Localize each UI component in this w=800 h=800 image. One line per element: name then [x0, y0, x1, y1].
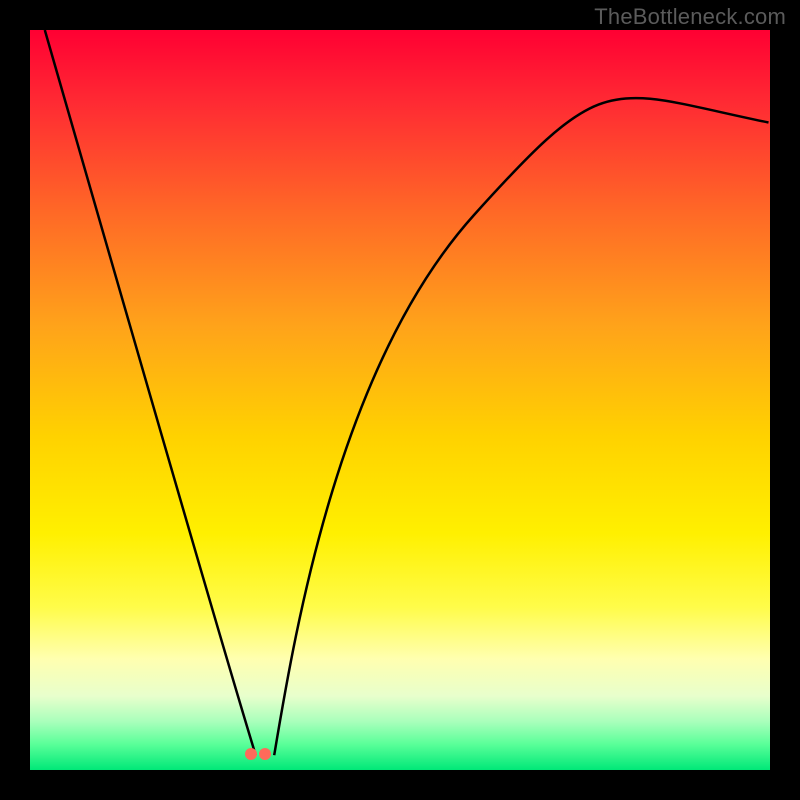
valley-marker-1	[259, 748, 271, 760]
bottleneck-curve	[30, 30, 770, 770]
plot-area	[30, 30, 770, 770]
watermark-label: TheBottleneck.com	[594, 4, 786, 30]
valley-marker-0	[245, 748, 257, 760]
